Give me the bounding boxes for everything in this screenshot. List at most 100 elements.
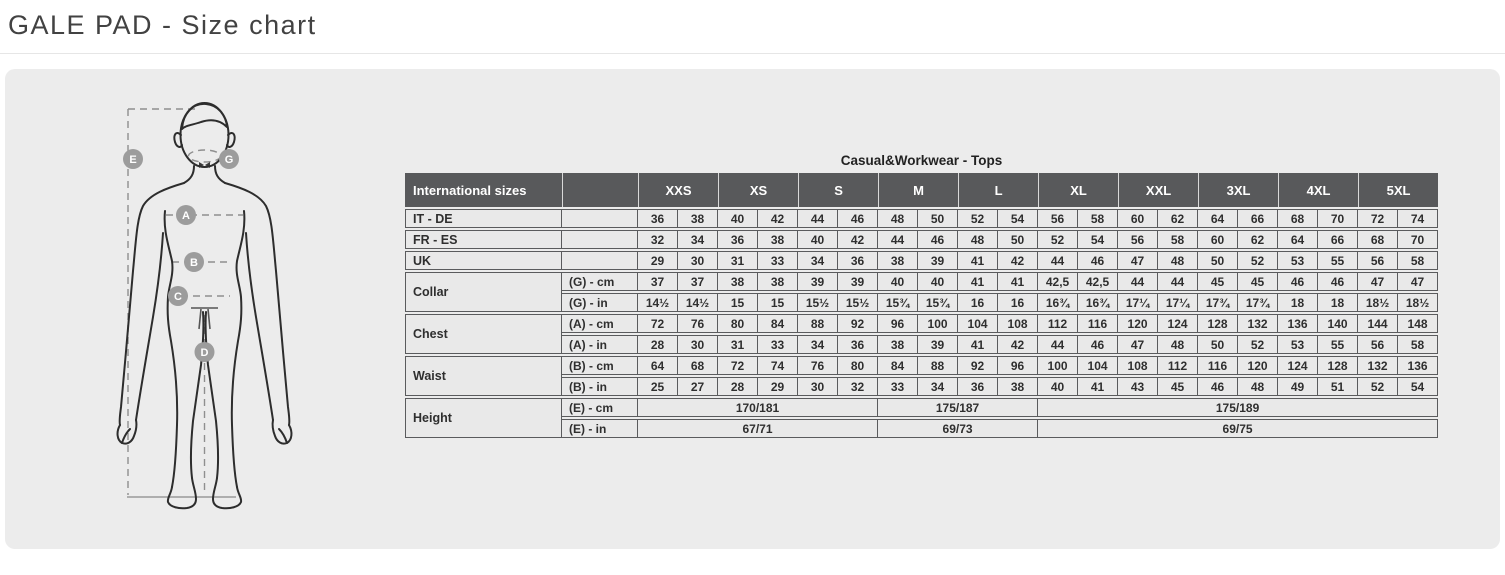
size-value-cell: 46 <box>1078 251 1119 270</box>
row-sub-empty <box>562 230 638 249</box>
size-value-cell: 34 <box>678 230 719 249</box>
row-sub-label: (E) - in <box>562 419 638 438</box>
size-span-cell: 69/75 <box>1038 419 1439 438</box>
size-value-cell: 44 <box>798 209 839 228</box>
table-row: UK 29 30 31 33 34 36 38 39 41 42 44 46 47 48 50 52 53 55 56… <box>405 251 1439 270</box>
size-value-cell: 128 <box>1198 314 1239 333</box>
size-value-cell: 42,5 <box>1038 272 1079 291</box>
size-value-cell: 15½ <box>838 293 879 312</box>
size-value-cell: 53 <box>1278 251 1319 270</box>
size-value-cell: 52 <box>1238 251 1279 270</box>
shoulder-arm-line <box>118 182 185 426</box>
table-row: Collar (G) - cm 37 37 38 38 39 39 40 40 41 41 42,5 42… <box>405 272 1439 312</box>
size-value-cell: 30 <box>798 377 839 396</box>
size-value-cell: 64 <box>638 356 678 375</box>
size-value-cell: 25 <box>638 377 678 396</box>
size-value-cell: 38 <box>878 335 919 354</box>
size-value-cell: 120 <box>1238 356 1279 375</box>
size-value-cell: 84 <box>758 314 799 333</box>
marker-C: C <box>168 286 188 306</box>
hair-outline <box>181 102 228 130</box>
size-value-cell: 47 <box>1118 335 1159 354</box>
leg-inner-line <box>189 311 205 479</box>
size-value-cell: 112 <box>1038 314 1079 333</box>
size-value-cell: 108 <box>998 314 1039 333</box>
size-span-cell: 175/187 <box>878 398 1039 417</box>
size-value-cell: 76 <box>798 356 839 375</box>
size-value-cell: 36 <box>638 209 678 228</box>
size-value-cell: 48 <box>1158 251 1199 270</box>
size-value-cell: 70 <box>1318 209 1359 228</box>
size-value-cell: 46 <box>1278 272 1319 291</box>
size-value-cell: 31 <box>718 335 759 354</box>
table-row: (A) - in 28 30 31 33 34 36 38 39 41 42 44 46 47 48 50 52… <box>405 335 1439 354</box>
inseam-mark-left <box>198 308 202 330</box>
size-value-cell: 100 <box>1038 356 1079 375</box>
size-value-cell: 72 <box>1358 209 1399 228</box>
size-value-cell: 124 <box>1278 356 1319 375</box>
size-value-cell: 47 <box>1398 272 1439 291</box>
size-value-cell: 33 <box>758 251 799 270</box>
size-value-cell: 44 <box>1158 272 1199 291</box>
size-value-cell: 44 <box>1038 251 1079 270</box>
size-value-cell: 40 <box>918 272 959 291</box>
size-value-cell: 45 <box>1198 272 1239 291</box>
size-value-cell: 48 <box>1238 377 1279 396</box>
size-value-cell: 15¾ <box>878 293 919 312</box>
size-value-cell: 17¾ <box>1198 293 1239 312</box>
empty-header-cell <box>562 173 638 207</box>
size-value-cell: 18 <box>1278 293 1319 312</box>
size-value-cell: 56 <box>1358 251 1399 270</box>
size-value-cell: 18½ <box>1398 293 1439 312</box>
size-value-cell: 74 <box>1398 209 1439 228</box>
marker-G: G <box>219 149 239 169</box>
size-value-cell: 28 <box>638 335 678 354</box>
size-value-cell: 51 <box>1318 377 1359 396</box>
row-sub-empty <box>562 209 638 228</box>
row-sub-label: (B) - in <box>562 377 638 396</box>
size-value-cell: 74 <box>758 356 799 375</box>
size-value-cell: 45 <box>1158 377 1199 396</box>
size-value-cell: 88 <box>918 356 959 375</box>
row-label: Height <box>405 398 562 438</box>
table-row: (E) - in 67/71 69/73 69/75 <box>405 419 1439 438</box>
table-row: (G) - in 14½ 14½ 15 15 15½ 15½ 15¾ 15¾ 16 16 16¾ 16¾… <box>405 293 1439 312</box>
neck-line <box>183 165 195 184</box>
size-value-cell: 47 <box>1358 272 1399 291</box>
size-value-cell: 17¼ <box>1118 293 1159 312</box>
size-value-cell: 132 <box>1238 314 1279 333</box>
size-value-cell: 48 <box>878 209 919 228</box>
table-row: Chest (A) - cm 72 76 80 84 88 92 96 100 104 108 112 1… <box>405 314 1439 354</box>
size-value-cell: 36 <box>958 377 999 396</box>
size-value-cell: 62 <box>1238 230 1279 249</box>
size-value-cell: 29 <box>638 251 678 270</box>
size-value-cell: 17¾ <box>1238 293 1279 312</box>
size-value-cell: 128 <box>1318 356 1359 375</box>
size-value-cell: 31 <box>718 251 759 270</box>
size-value-cell: 100 <box>918 314 959 333</box>
page-header: GALE PAD - Size chart <box>0 0 1505 54</box>
size-value-cell: 34 <box>918 377 959 396</box>
inseam-mark-right <box>207 308 211 330</box>
table-body: International sizes XXS XS S M L XL XXL 3XL 4XL 5X… <box>405 173 1439 438</box>
row-sub-label: (A) - in <box>562 335 638 354</box>
size-value-cell: 58 <box>1398 335 1439 354</box>
size-value-cell: 46 <box>1318 272 1359 291</box>
row-sub-label: (A) - cm <box>562 314 638 333</box>
foot-outline <box>166 477 197 510</box>
size-value-cell: 50 <box>998 230 1039 249</box>
size-value-cell: 46 <box>918 230 959 249</box>
size-value-cell: 36 <box>838 335 879 354</box>
size-value-cell: 140 <box>1318 314 1359 333</box>
row-label: Waist <box>405 356 562 396</box>
size-value-cell: 38 <box>678 209 719 228</box>
size-header-4xl: 4XL <box>1278 173 1359 207</box>
size-value-cell: 76 <box>678 314 719 333</box>
size-header-xl: XL <box>1038 173 1119 207</box>
table-row: IT - DE 36 38 40 42 44 46 48 50 52 54 56 58 60 62 64 66 6… <box>405 209 1439 228</box>
row-label: Chest <box>405 314 562 354</box>
size-value-cell: 72 <box>638 314 678 333</box>
size-value-cell: 116 <box>1198 356 1239 375</box>
size-value-cell: 42,5 <box>1078 272 1119 291</box>
size-value-cell: 84 <box>878 356 919 375</box>
